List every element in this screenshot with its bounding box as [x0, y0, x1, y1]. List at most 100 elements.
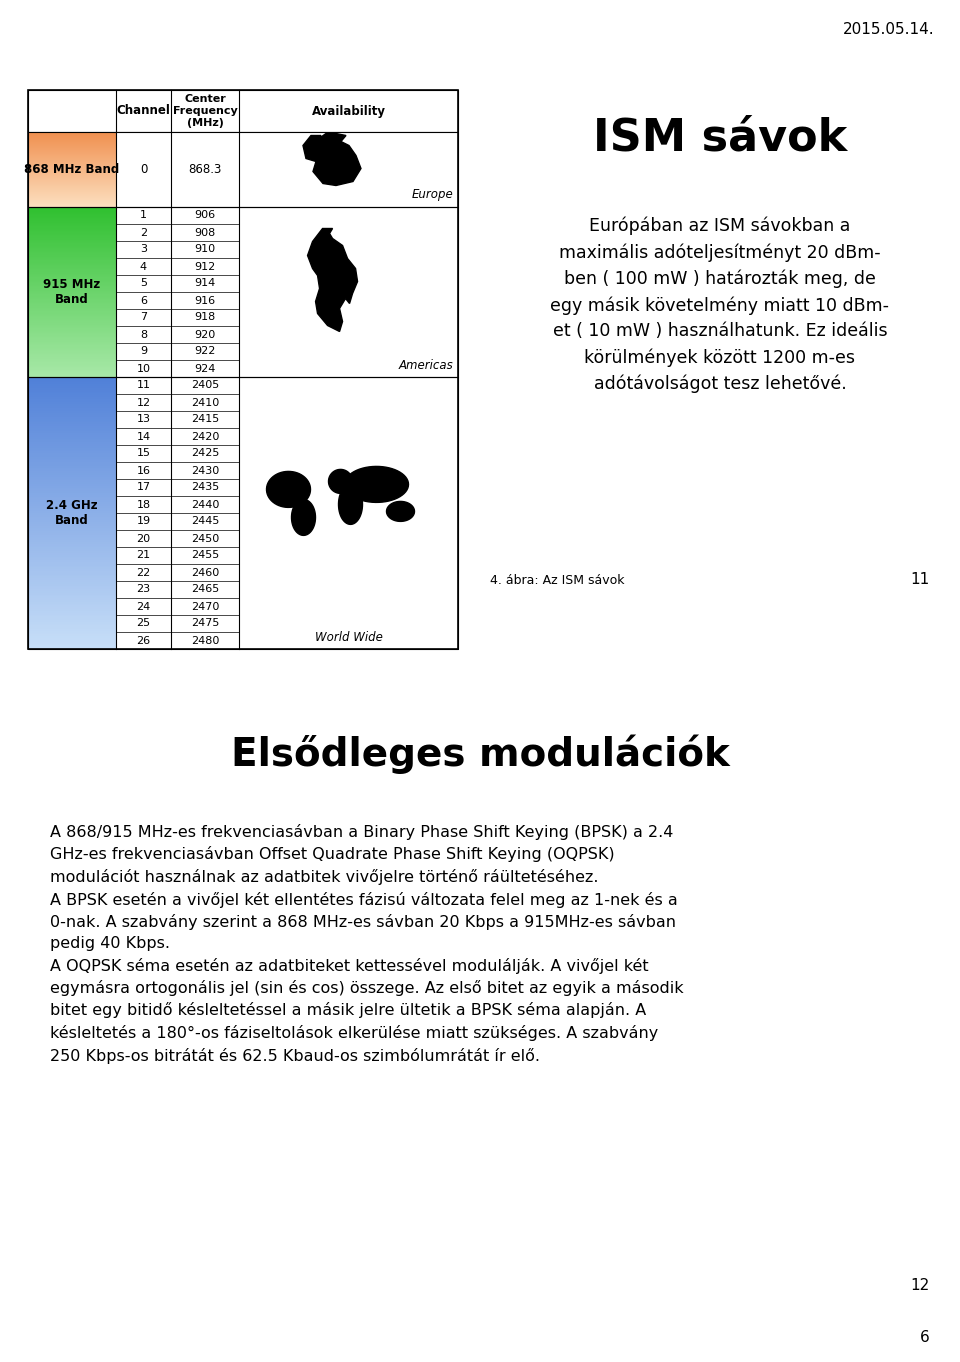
Bar [28, 291, 116, 294]
Bar [28, 459, 116, 460]
Bar [28, 237, 116, 240]
Bar [28, 257, 116, 260]
Text: 924: 924 [194, 364, 216, 373]
Bar [28, 549, 116, 552]
Bar [28, 524, 116, 526]
Bar [28, 358, 116, 360]
Bar [28, 568, 116, 569]
Bar [28, 90, 458, 650]
Bar [28, 296, 116, 297]
Text: Center
Frequency
(MHz): Center Frequency (MHz) [173, 94, 237, 128]
Bar [28, 439, 116, 441]
Text: 914: 914 [194, 278, 216, 289]
Bar [28, 215, 116, 217]
Text: 2410: 2410 [191, 398, 219, 407]
Bar [28, 287, 116, 289]
Bar [28, 513, 116, 515]
Bar [28, 486, 116, 488]
Bar [28, 324, 116, 326]
Bar [28, 372, 116, 373]
Bar [28, 613, 116, 616]
Bar [28, 407, 116, 410]
Bar [28, 571, 116, 573]
Bar [28, 335, 116, 336]
Text: 2480: 2480 [191, 636, 219, 646]
Bar [28, 302, 116, 304]
Bar [28, 460, 116, 463]
Bar [28, 481, 116, 482]
Bar [28, 377, 458, 650]
Bar [28, 477, 116, 479]
Bar [28, 445, 116, 448]
Bar [28, 365, 116, 368]
Bar [28, 236, 116, 237]
Bar [28, 537, 116, 539]
Bar [28, 647, 116, 650]
Bar [28, 498, 116, 501]
Bar [28, 620, 116, 622]
Bar [28, 256, 116, 257]
Bar [28, 542, 116, 545]
Bar [28, 283, 116, 285]
Bar [28, 313, 116, 315]
Polygon shape [328, 470, 352, 493]
Bar [28, 279, 116, 281]
Bar [28, 305, 116, 308]
Text: 910: 910 [195, 245, 216, 255]
Bar [28, 323, 116, 324]
Bar [28, 553, 116, 556]
Bar [28, 211, 116, 214]
Bar [28, 286, 116, 287]
Bar [28, 503, 116, 504]
Bar [28, 590, 116, 591]
Text: ISM sávok: ISM sávok [593, 117, 847, 159]
Bar [28, 493, 116, 496]
Bar [116, 377, 239, 650]
Bar [28, 320, 116, 321]
Bar [28, 360, 116, 362]
Bar [239, 132, 458, 207]
Bar [28, 291, 116, 293]
Bar [28, 456, 116, 459]
Text: 12: 12 [136, 398, 151, 407]
Bar [28, 350, 116, 351]
Bar [28, 541, 116, 542]
Bar [28, 345, 116, 346]
Bar [28, 515, 116, 518]
Text: 2470: 2470 [191, 602, 219, 612]
Text: 11: 11 [911, 572, 930, 587]
Bar [28, 558, 116, 561]
Bar [28, 380, 116, 383]
Bar [28, 331, 116, 332]
Text: 8: 8 [140, 330, 147, 339]
Bar [28, 609, 116, 612]
Bar [28, 375, 116, 376]
Bar [28, 334, 116, 335]
Bar [28, 342, 116, 343]
Bar [28, 509, 116, 512]
Bar [28, 395, 116, 398]
Bar [28, 257, 116, 259]
Text: 2415: 2415 [191, 414, 219, 425]
Bar [28, 217, 116, 218]
Bar [28, 230, 116, 232]
Bar [28, 311, 116, 312]
Bar [28, 405, 116, 406]
Bar [28, 369, 116, 370]
Bar [28, 520, 116, 523]
Bar [28, 466, 116, 469]
Bar [28, 602, 116, 605]
Bar [28, 305, 116, 306]
Bar [28, 326, 116, 328]
Bar [28, 384, 116, 387]
Bar [28, 285, 116, 286]
Bar [28, 244, 116, 247]
Text: 1: 1 [140, 211, 147, 221]
Bar [28, 336, 116, 338]
Bar [28, 552, 116, 553]
Bar [28, 300, 116, 301]
Bar [28, 253, 116, 255]
Bar [28, 449, 116, 452]
Bar [28, 622, 116, 624]
Bar [28, 251, 116, 252]
